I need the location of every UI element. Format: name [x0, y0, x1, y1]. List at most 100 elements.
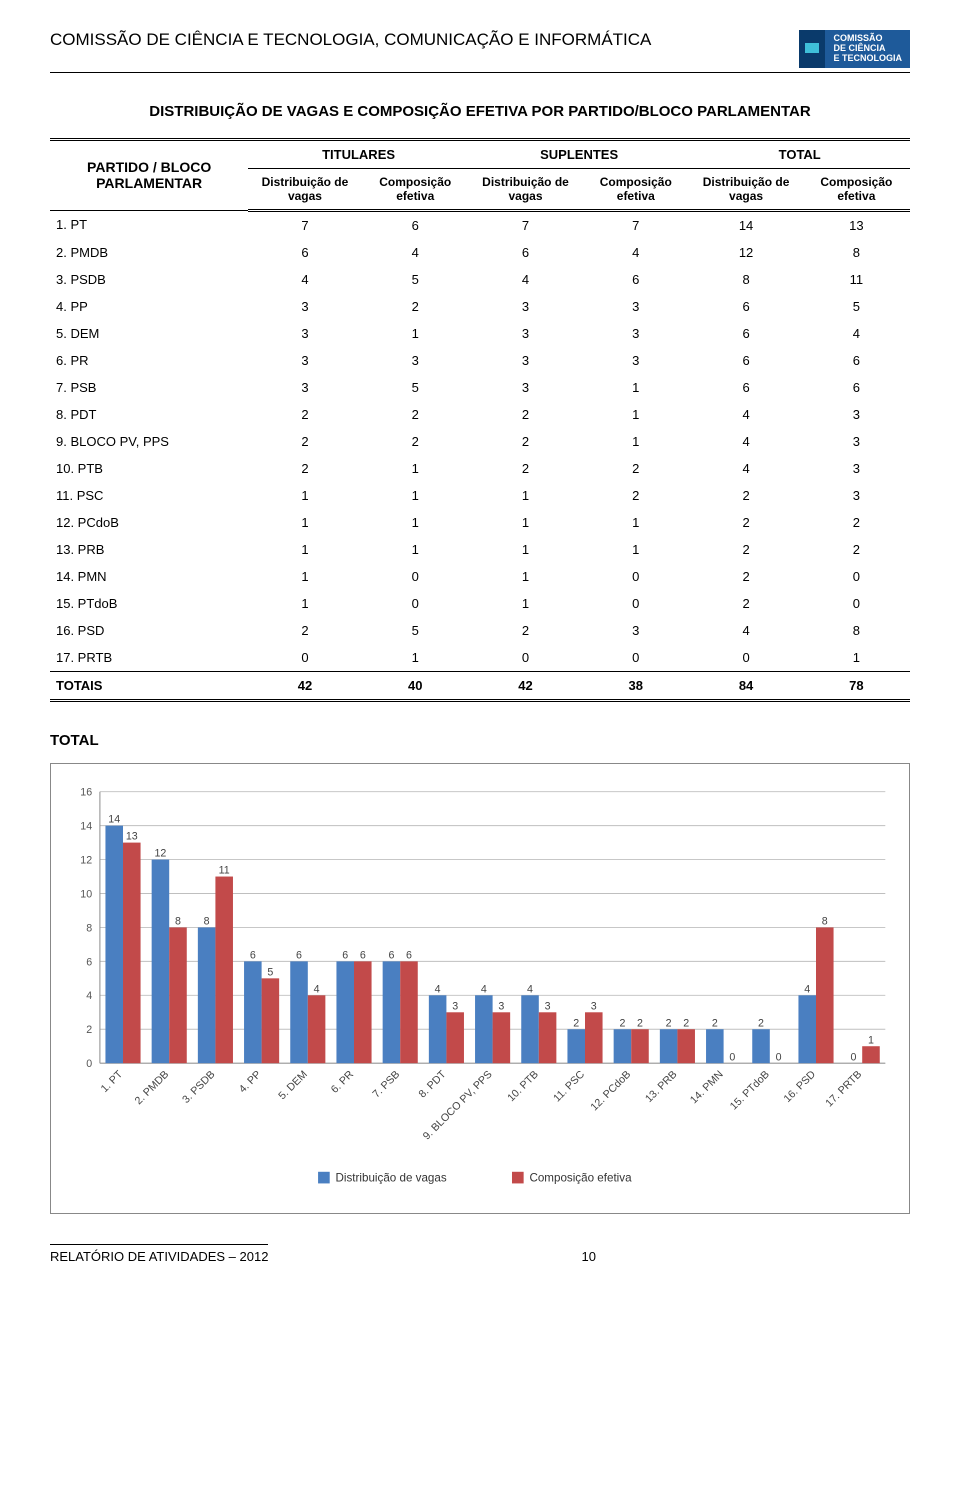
distribution-table: PARTIDO / BLOCO PARLAMENTAR TITULARES SU…	[50, 138, 910, 702]
svg-text:2: 2	[637, 1017, 643, 1029]
table-cell: 3	[248, 374, 361, 401]
table-cell: 2	[362, 401, 469, 428]
svg-text:6: 6	[406, 949, 412, 961]
table-sub-header: Composição efetiva	[803, 168, 910, 210]
svg-text:4: 4	[435, 983, 441, 995]
svg-text:4. PP: 4. PP	[237, 1068, 264, 1095]
table-cell: 11	[803, 266, 910, 293]
table-cell: 4	[582, 239, 689, 266]
table-cell: 2	[248, 617, 361, 644]
table-cell: 3	[582, 293, 689, 320]
table-cell: 6	[803, 374, 910, 401]
table-cell: 1	[582, 401, 689, 428]
table-cell: 6	[689, 293, 802, 320]
svg-text:2: 2	[712, 1017, 718, 1029]
table-cell: 2	[469, 617, 582, 644]
party-label: 17. PRTB	[50, 644, 248, 672]
party-label: 11. PSC	[50, 482, 248, 509]
table-row: 16. PSD252348	[50, 617, 910, 644]
svg-text:0: 0	[86, 1058, 92, 1070]
table-cell: 3	[469, 374, 582, 401]
table-cell: 6	[803, 347, 910, 374]
table-cell: 2	[689, 509, 802, 536]
chart-title: TOTAL	[50, 732, 910, 749]
table-cell: 4	[803, 320, 910, 347]
svg-text:3. PSDB: 3. PSDB	[180, 1068, 217, 1105]
table-cell: 3	[248, 347, 361, 374]
bar-chart: 024681012141614131. PT1282. PMDB8113. PS…	[65, 782, 895, 1199]
party-label: 1. PT	[50, 210, 248, 239]
table-row: 2. PMDB6464128	[50, 239, 910, 266]
table-cell: 0	[582, 644, 689, 672]
party-label: 2. PMDB	[50, 239, 248, 266]
table-cell: 0	[248, 644, 361, 672]
table-row: 5. DEM313364	[50, 320, 910, 347]
table-cell: 2	[803, 536, 910, 563]
table-cell: 1	[362, 320, 469, 347]
party-label: 7. PSB	[50, 374, 248, 401]
svg-text:17. PRTB: 17. PRTB	[823, 1068, 864, 1109]
svg-text:Distribuição de vagas: Distribuição de vagas	[336, 1171, 447, 1184]
table-cell: 1	[469, 509, 582, 536]
svg-text:8: 8	[175, 915, 181, 927]
table-cell: 4	[469, 266, 582, 293]
table-cell: 1	[469, 482, 582, 509]
table-cell: 7	[248, 210, 361, 239]
svg-text:5: 5	[267, 966, 273, 978]
svg-text:6: 6	[388, 949, 394, 961]
svg-text:0: 0	[776, 1051, 782, 1063]
svg-text:8: 8	[204, 915, 210, 927]
table-cell: 5	[362, 374, 469, 401]
table-cell: 3	[803, 455, 910, 482]
table-row: 1. PT76771413	[50, 210, 910, 239]
table-row: 4. PP323365	[50, 293, 910, 320]
svg-text:4: 4	[314, 983, 320, 995]
svg-text:2. PMDB: 2. PMDB	[133, 1068, 172, 1107]
svg-text:10: 10	[80, 888, 92, 900]
table-cell: 4	[248, 266, 361, 293]
svg-text:2: 2	[619, 1017, 625, 1029]
table-cell: 84	[689, 671, 802, 700]
logo-text: COMISSÃO DE CIÊNCIA E TECNOLOGIA	[825, 30, 910, 68]
footer-report-title: RELATÓRIO DE ATIVIDADES – 2012	[50, 1244, 268, 1264]
table-totals-row: TOTAIS424042388478	[50, 671, 910, 700]
table-cell: 1	[362, 536, 469, 563]
table-cell: 2	[469, 401, 582, 428]
table-row: 9. BLOCO PV, PPS222143	[50, 428, 910, 455]
table-cell: 6	[689, 374, 802, 401]
table-cell: 3	[582, 617, 689, 644]
svg-text:1. PT: 1. PT	[99, 1068, 126, 1095]
table-cell: 1	[248, 536, 361, 563]
table-cell: 14	[689, 210, 802, 239]
svg-text:6. PR: 6. PR	[329, 1068, 357, 1096]
svg-text:8: 8	[822, 915, 828, 927]
table-cell: 2	[469, 455, 582, 482]
table-cell: 6	[469, 239, 582, 266]
svg-text:3: 3	[545, 1000, 551, 1012]
table-cell: 2	[689, 590, 802, 617]
table-cell: 5	[362, 617, 469, 644]
table-cell: 12	[689, 239, 802, 266]
svg-text:4: 4	[481, 983, 487, 995]
party-label: 4. PP	[50, 293, 248, 320]
table-row: 8. PDT222143	[50, 401, 910, 428]
table-cell: 0	[362, 563, 469, 590]
table-cell: 2	[803, 509, 910, 536]
svg-text:2: 2	[573, 1017, 579, 1029]
table-cell: 2	[362, 293, 469, 320]
table-cell: 3	[582, 347, 689, 374]
svg-text:2: 2	[758, 1017, 764, 1029]
table-cell: 38	[582, 671, 689, 700]
table-cell: 0	[582, 590, 689, 617]
header-title: COMISSÃO DE CIÊNCIA E TECNOLOGIA, COMUNI…	[50, 30, 651, 50]
table-cell: 2	[248, 401, 361, 428]
svg-text:13. PRB: 13. PRB	[643, 1068, 680, 1105]
table-cell: 3	[248, 320, 361, 347]
table-cell: 6	[362, 210, 469, 239]
table-cell: 1	[803, 644, 910, 672]
svg-text:4: 4	[86, 990, 92, 1002]
table-cell: 0	[689, 644, 802, 672]
svg-text:14: 14	[80, 820, 92, 832]
table-sub-header: Distribuição de vagas	[469, 168, 582, 210]
table-group-header: SUPLENTES	[469, 139, 690, 168]
